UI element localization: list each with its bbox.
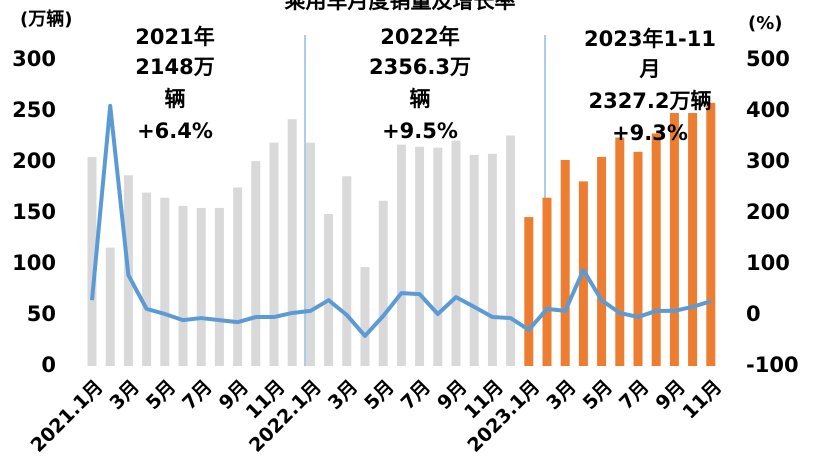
bar (451, 140, 461, 366)
annotation: 2021年 (135, 25, 214, 49)
chart-title: 乘用车月度销量及增长率 (284, 0, 516, 13)
annotation: 2327.2万辆 (588, 89, 711, 113)
y-tick-label: 200 (12, 149, 56, 173)
bar (688, 113, 698, 366)
y2-tick-label: 300 (746, 149, 790, 173)
bar (651, 133, 661, 366)
bar (506, 135, 516, 366)
bar (524, 217, 534, 366)
annotation: +6.4% (137, 119, 213, 143)
annotation: 月 (639, 57, 661, 81)
bar (560, 159, 570, 366)
bar (615, 137, 625, 366)
y2-tick-label: 100 (746, 251, 790, 275)
annotation: +9.3% (612, 121, 688, 145)
y-tick-label: 50 (27, 302, 56, 326)
annotation: 辆 (165, 87, 186, 111)
bar (706, 102, 716, 366)
x-tick-label: 7月 (615, 376, 653, 414)
y2-tick-label: 400 (746, 98, 790, 122)
annotation: 2022年 (380, 25, 459, 49)
y-axis-label: (万辆) (20, 8, 72, 30)
bar (342, 176, 352, 366)
y-tick-label: 300 (12, 47, 56, 71)
bar (196, 207, 206, 366)
bar (305, 142, 315, 366)
x-tick-label: 7月 (178, 376, 216, 414)
x-tick-label: 5月 (142, 376, 180, 414)
bar (597, 156, 607, 366)
annotation: 2023年1-11 (584, 27, 716, 51)
annotation: 2148万 (135, 55, 214, 79)
bar (415, 146, 425, 366)
bar (142, 192, 152, 366)
x-tick-label: 3月 (324, 376, 362, 414)
x-tick-label: 5月 (360, 376, 398, 414)
annotation: 2356.3万 (369, 55, 471, 79)
x-tick-label: 7月 (397, 376, 435, 414)
y2-tick-label: 0 (746, 302, 761, 326)
y2-tick-label: 500 (746, 47, 790, 71)
y-tick-label: 150 (12, 200, 56, 224)
bar (287, 119, 297, 366)
bar (487, 153, 497, 366)
bar (105, 247, 115, 366)
y2-axis-label: (%) (748, 13, 783, 34)
bar (251, 160, 261, 366)
bar (324, 214, 334, 366)
y-tick-label: 250 (12, 98, 56, 122)
bar (633, 151, 643, 366)
bar (378, 200, 388, 366)
x-tick-label: 11月 (679, 376, 727, 424)
bar (542, 197, 552, 366)
y2-tick-label: 200 (746, 200, 790, 224)
bar (360, 267, 370, 366)
y-tick-label: 0 (41, 353, 56, 377)
bar (269, 142, 279, 366)
bar (87, 156, 97, 366)
x-tick-label: 2021.1月 (27, 376, 108, 457)
y-tick-label: 100 (12, 251, 56, 275)
x-tick-label: 3月 (105, 376, 143, 414)
annotation: +9.5% (382, 119, 458, 143)
y2-tick-label: -100 (746, 353, 799, 377)
bar (233, 187, 243, 366)
bar (214, 207, 224, 366)
x-tick-label: 3月 (542, 376, 580, 414)
bar (433, 147, 443, 366)
line (90, 103, 712, 338)
bar (396, 144, 406, 366)
bar (160, 197, 170, 366)
bar (469, 154, 479, 366)
bar (178, 205, 188, 366)
annotation: 辆 (410, 87, 431, 111)
x-tick-label: 5月 (579, 376, 617, 414)
bar (669, 113, 679, 366)
